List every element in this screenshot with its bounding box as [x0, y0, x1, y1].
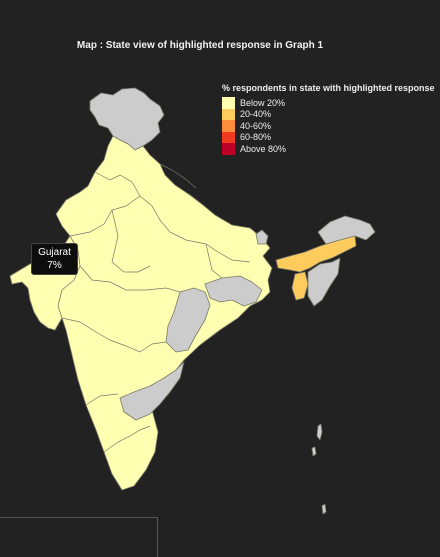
state-border	[85, 393, 119, 406]
legend-item-below-20: Below 20%	[222, 97, 435, 109]
legend-swatch	[222, 97, 235, 109]
state-jammu-kashmir[interactable]	[89, 87, 165, 151]
state-chhattisgarh[interactable]	[165, 287, 211, 353]
state-assam[interactable]	[275, 235, 357, 273]
state-andhra-pradesh[interactable]	[119, 361, 185, 421]
legend-swatch	[222, 120, 235, 132]
legend-title: % respondents in state with highlighted …	[222, 83, 435, 93]
tooltip-state-name: Gujarat	[38, 247, 71, 258]
state-tripura[interactable]	[291, 271, 309, 301]
legend-item-60-80: 60-80%	[222, 131, 435, 143]
state-border	[139, 195, 251, 263]
state-jharkhand[interactable]	[204, 275, 263, 307]
legend-label: 40-60%	[240, 120, 272, 131]
legend-label: 20-40%	[240, 109, 272, 120]
legend-item-above-80: Above 80%	[222, 143, 435, 155]
map-title: Map : State view of highlighted response…	[76, 40, 324, 51]
state-border	[103, 425, 151, 453]
legend-swatch	[222, 143, 235, 155]
state-manipur[interactable]	[307, 257, 341, 307]
state-tooltip: Gujarat 7%	[31, 243, 78, 275]
state-border	[61, 317, 167, 353]
bottom-panel-frame	[0, 517, 158, 557]
legend-label: Below 20%	[240, 97, 286, 108]
legend-swatch	[222, 131, 235, 143]
legend: % respondents in state with highlighted …	[222, 83, 435, 155]
state-border	[205, 243, 223, 279]
state-border	[94, 171, 141, 197]
legend-label: Above 80%	[240, 143, 287, 154]
state-sikkim[interactable]	[255, 229, 269, 245]
legend-item-20-40: 20-40%	[222, 108, 435, 120]
state-border	[69, 195, 141, 237]
state-andaman-nicobar[interactable]	[311, 423, 327, 515]
tooltip-value: 7%	[47, 260, 62, 271]
state-border	[111, 209, 151, 273]
state-border	[79, 265, 181, 293]
legend-swatch	[222, 108, 235, 120]
legend-label: 60-80%	[240, 132, 272, 143]
legend-item-40-60: 40-60%	[222, 120, 435, 132]
state-border	[159, 163, 197, 189]
